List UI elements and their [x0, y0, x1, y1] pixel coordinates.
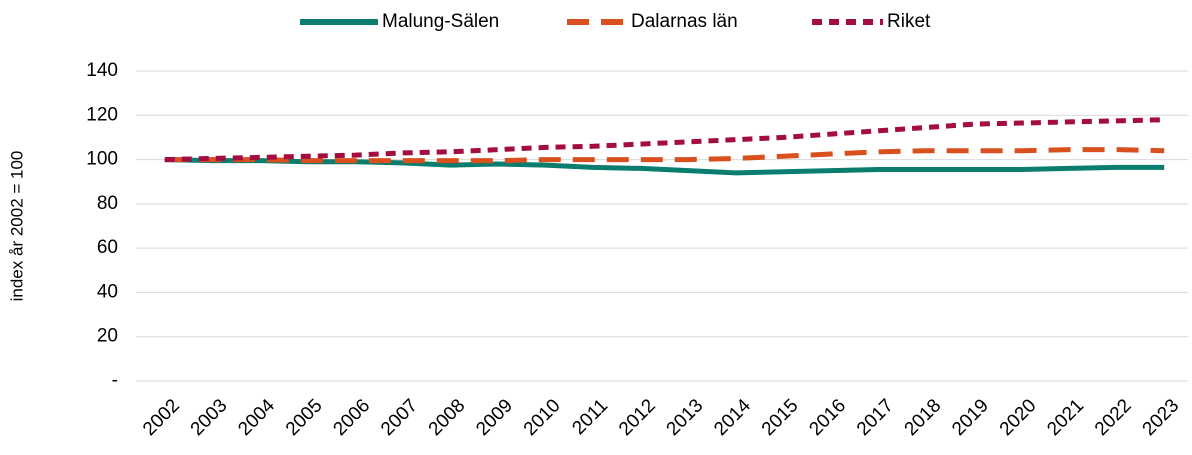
- y-tick-label: 20: [97, 326, 118, 347]
- y-tick-label: 100: [86, 149, 118, 170]
- y-axis-title: index år 2002 = 100: [7, 151, 26, 302]
- x-tick-label: 2016: [805, 395, 850, 440]
- x-tick-label: 2015: [758, 395, 803, 440]
- x-tick-label: 2022: [1091, 395, 1136, 440]
- y-tick-label: 140: [86, 60, 118, 81]
- x-tick-label: 2011: [568, 395, 612, 439]
- x-tick-label: 2018: [901, 395, 946, 440]
- x-tick-label: 2010: [520, 395, 565, 440]
- y-tick-label: 120: [86, 104, 118, 125]
- x-tick-label: 2002: [139, 395, 184, 440]
- x-tick-label: 2014: [710, 395, 755, 440]
- legend-label: Dalarnas län: [631, 11, 738, 32]
- x-tick-label: 2008: [425, 395, 470, 440]
- x-tick-label: 2009: [472, 395, 517, 440]
- legend-label: Malung-Sälen: [382, 11, 499, 32]
- x-tick-label: 2020: [996, 395, 1041, 440]
- series-line: [164, 147, 1165, 164]
- legend-label: Riket: [887, 11, 931, 32]
- x-tick-label: 2006: [329, 395, 374, 440]
- x-tick-label: 2023: [1139, 395, 1184, 440]
- x-tick-label: 2017: [853, 395, 898, 440]
- x-tick-label: 2012: [615, 395, 660, 440]
- series-line: [164, 117, 1165, 163]
- x-tick-label: 2013: [663, 395, 708, 440]
- x-tick-label: 2007: [377, 395, 422, 440]
- x-tick-label: 2005: [282, 395, 327, 440]
- x-tick-label: 2021: [1043, 395, 1088, 440]
- y-tick-label: 80: [97, 193, 118, 214]
- y-tick-label: 60: [97, 237, 118, 258]
- x-tick-label: 2003: [187, 395, 232, 440]
- y-tick-label: -: [112, 370, 118, 391]
- series-line: [164, 157, 1165, 176]
- x-tick-label: 2004: [234, 395, 279, 440]
- x-tick-label: 2019: [948, 395, 993, 440]
- y-tick-label: 40: [97, 281, 118, 302]
